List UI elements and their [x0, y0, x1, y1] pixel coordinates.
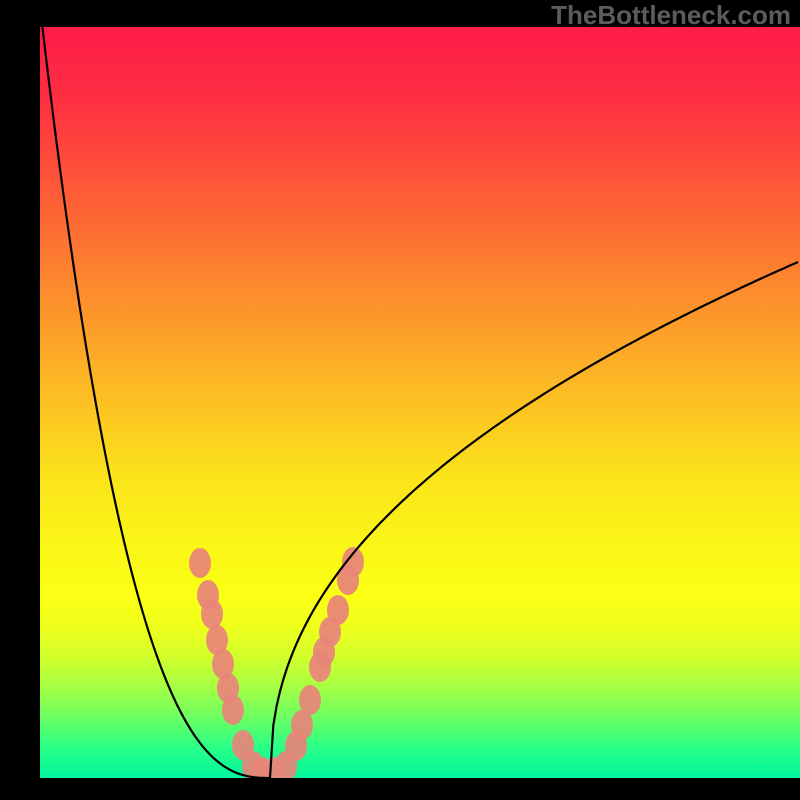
bottleneck-curve-layer [40, 27, 800, 778]
curve-marker [222, 695, 244, 725]
curve-marker [201, 599, 223, 629]
bottleneck-curve [40, 27, 798, 778]
chart-stage: TheBottleneck.com [0, 0, 800, 800]
curve-markers [189, 547, 364, 778]
curve-marker [327, 595, 349, 625]
curve-marker [299, 685, 321, 715]
watermark-text: TheBottleneck.com [551, 0, 791, 31]
curve-marker [189, 548, 211, 578]
plot-area [40, 27, 800, 778]
